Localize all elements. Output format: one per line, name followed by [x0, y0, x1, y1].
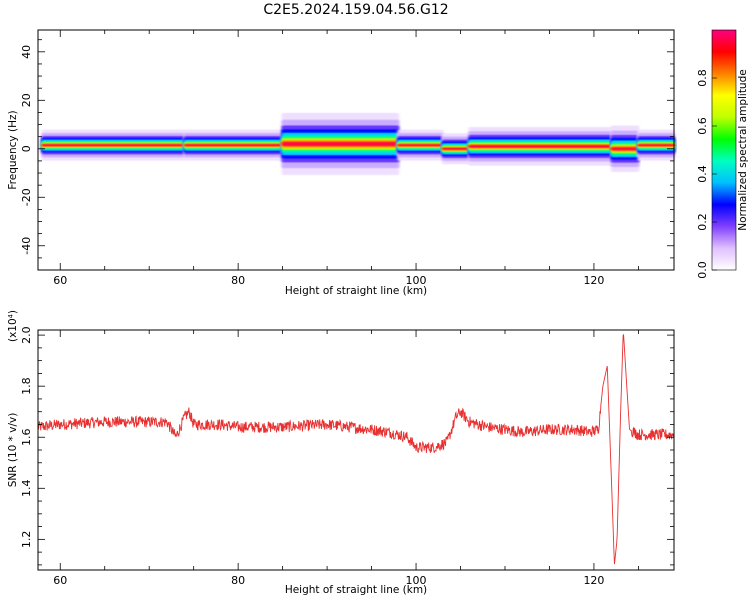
heatmap-band-seg2-level8: [281, 141, 400, 147]
top-x-axis-label: Height of straight line (km): [285, 285, 427, 297]
heatmap-band-seg0-level8: [41, 144, 186, 147]
heatmap-marks: [41, 112, 675, 175]
heatmap-band-seg1-level8: [183, 144, 284, 147]
heatmap-band-seg3-level8: [397, 144, 444, 147]
bottom-x-tick-label: 120: [583, 574, 604, 587]
spectrogram-frame: [37, 29, 675, 271]
figure-title: C2E5.2024.159.04.56.G12: [263, 2, 448, 18]
bottom-y-tick-label: 1.4: [20, 480, 33, 498]
top-y-tick-label: 40: [20, 45, 33, 59]
bottom-y-ticks: 1.2 1.4 1.6 1.8 2.0: [20, 326, 674, 566]
bottom-y-tick-label: 1.6: [20, 428, 33, 446]
colorbar-tick-label: 0.4: [696, 165, 709, 183]
bottom-x-axis-label: Height of straight line (km): [285, 584, 427, 596]
bottom-x-ticks: 60 80 100 120: [53, 330, 639, 587]
spectrogram-panel: 60 80 100 120 -40 -20 0 20 40 Height of straigh…: [7, 29, 675, 297]
heatmap-band-seg6-level8: [610, 147, 640, 151]
top-y-tick-label: -20: [20, 188, 33, 206]
top-y-tick-label: 20: [20, 93, 33, 107]
heatmap-band-seg7-level8: [637, 144, 675, 147]
bottom-y-axis-label: SNR (10 * v/v): [7, 413, 19, 488]
bottom-x-tick-label: 80: [231, 574, 245, 587]
top-x-tick-label: 100: [406, 274, 427, 287]
top-y-tick-label: -40: [20, 237, 33, 255]
bottom-y-unit-label: (x10⁴): [7, 310, 19, 342]
top-x-tick-label: 60: [53, 274, 67, 287]
snr-panel: 60 80 100 120 1.2 1.4 1.6 1.8 2.0 Height of str…: [7, 310, 675, 596]
heatmap-band-seg4-level8: [441, 147, 471, 150]
top-x-tick-label: 80: [231, 274, 245, 287]
heatmap-band-seg5-level8: [468, 145, 613, 148]
colorbar-tick-label: 0.2: [696, 213, 709, 231]
bottom-x-tick-label: 60: [53, 574, 67, 587]
colorbar-ticks: 0.0 0.2 0.4 0.6 0.8: [696, 69, 717, 279]
bottom-x-tick-label: 100: [406, 574, 427, 587]
top-x-tick-label: 120: [583, 274, 604, 287]
colorbar: 0.0 0.2 0.4 0.6 0.8 Normalized spectral ampl…: [696, 29, 749, 279]
top-y-tick-label: 0: [20, 145, 33, 152]
bottom-y-tick-label: 1.8: [20, 377, 33, 395]
snr-series-line: [37, 334, 675, 565]
colorbar-label: Normalized spectral amplitude: [737, 69, 749, 230]
top-x-ticks: 60 80 100 120: [53, 30, 639, 287]
top-y-ticks: -40 -20 0 20 40: [20, 39, 674, 271]
snr-frame: [37, 329, 675, 571]
top-y-axis-label: Frequency (Hz): [7, 110, 19, 189]
bottom-y-tick-label: 2.0: [20, 326, 33, 344]
colorbar-gradient: [711, 29, 737, 271]
colorbar-tick-label: 0.0: [696, 261, 709, 279]
colorbar-tick-label: 0.8: [696, 69, 709, 87]
colorbar-tick-label: 0.6: [696, 117, 709, 135]
bottom-y-tick-label: 1.2: [20, 531, 33, 549]
